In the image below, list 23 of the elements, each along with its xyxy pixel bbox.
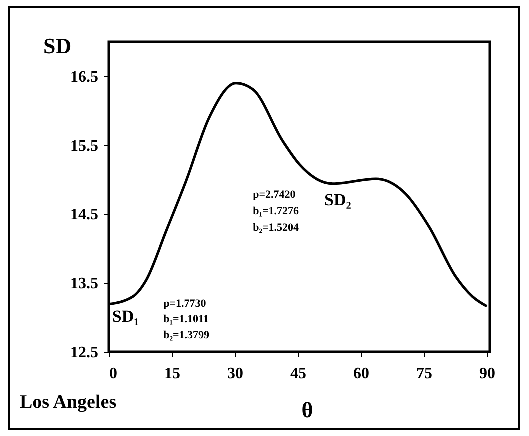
annotation: SD₂	[324, 190, 352, 210]
annotation: b₂=1.5204	[253, 222, 300, 234]
x-tick-label: 90	[480, 366, 496, 382]
x-axis-title: θ	[302, 398, 314, 422]
y-tick-label: 14.5	[70, 206, 98, 224]
y-tick-label: 16.5	[70, 68, 98, 86]
text: Los Angeles	[20, 392, 117, 414]
annotation: b₁=1.7276	[253, 205, 300, 218]
y-axis-title: SD	[44, 34, 72, 58]
y-tick-label: 15.5	[70, 138, 98, 155]
annotation: SD₁	[112, 306, 140, 326]
x-tick-label: 0	[110, 366, 118, 382]
annotation: b₂=1.3799	[164, 329, 210, 342]
y-tick-label: 13.5	[70, 276, 98, 293]
annotation: p=2.7420	[253, 188, 296, 201]
annotation: b₁=1.1011	[164, 314, 209, 326]
x-tick-label: 45	[290, 366, 307, 382]
x-tick-label: 15	[164, 366, 181, 382]
annotation: p=1.7730	[164, 298, 207, 310]
x-tick-label: 30	[228, 366, 244, 382]
x-tick-label: 75	[416, 366, 433, 382]
x-tick-label: 60	[354, 366, 370, 382]
y-tick-label: 12.5	[70, 344, 98, 362]
